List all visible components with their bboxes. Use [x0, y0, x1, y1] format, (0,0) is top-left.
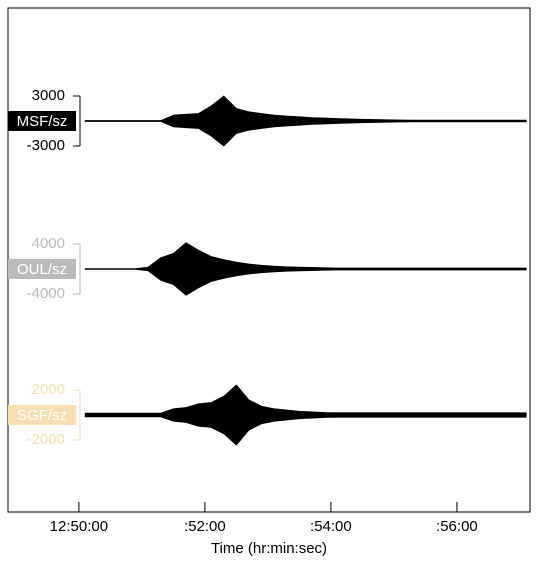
y-tick-label: 2000: [32, 381, 65, 398]
x-axis-label: Time (hr:min:sec): [211, 540, 327, 557]
waveform: [84, 384, 527, 446]
station-label-bg: [8, 259, 76, 279]
y-tick-label: -4000: [27, 285, 65, 302]
y-tick-label: -3000: [27, 137, 65, 154]
y-tick-label: -2000: [27, 431, 65, 448]
station-label-bg: [8, 111, 76, 131]
plot-frame: [7, 7, 531, 513]
y-tick-label: 4000: [32, 235, 65, 252]
waveform: [84, 242, 527, 296]
station-label: MSF/sz: [17, 113, 68, 130]
x-tick-label: 12:50:00: [50, 518, 108, 535]
x-tick-label: :52:00: [184, 518, 226, 535]
station-label: SGF/sz: [17, 407, 67, 424]
y-tick-label: 3000: [32, 87, 65, 104]
waveform: [84, 95, 527, 147]
station-label: OUL/sz: [17, 261, 67, 278]
x-tick-label: :54:00: [310, 518, 352, 535]
x-tick-label: :56:00: [436, 518, 478, 535]
station-label-bg: [8, 405, 76, 425]
